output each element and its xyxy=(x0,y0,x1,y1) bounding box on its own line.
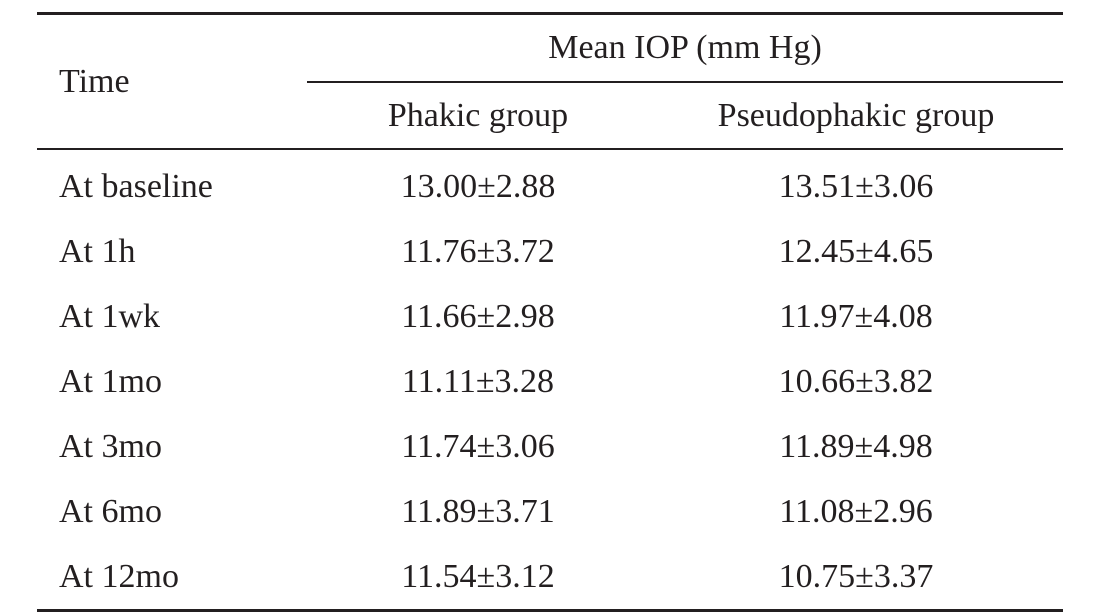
pseudophakic-cell: 11.97±4.08 xyxy=(779,297,933,335)
pseudophakic-cell: 13.51±3.06 xyxy=(778,167,934,205)
time-cell: At 3mo xyxy=(59,427,162,465)
table-row: At 1h 11.76±3.72 12.45±4.65 xyxy=(37,219,1063,284)
header-row-top: Time Mean IOP (mm Hg) xyxy=(37,12,1063,150)
phakic-group-header: Phakic group xyxy=(307,81,649,150)
table-row: At 1wk 11.66±2.98 11.97±4.08 xyxy=(37,284,1063,349)
mean-iop-group-header: Mean IOP (mm Hg) xyxy=(307,12,1063,82)
phakic-cell: 11.11±3.28 xyxy=(401,362,555,400)
time-cell: At 1wk xyxy=(59,297,161,335)
pseudophakic-cell: 10.66±3.82 xyxy=(778,362,934,400)
table-row: At 3mo 11.74±3.06 11.89±4.98 xyxy=(37,414,1063,479)
time-cell: At 12mo xyxy=(37,544,307,612)
pseudophakic-cell: 11.08±2.96 xyxy=(779,492,933,530)
phakic-cell: 13.00±2.88 xyxy=(400,167,556,205)
iop-table: Time Mean IOP (mm Hg) Phakic group Pseud… xyxy=(37,12,1063,612)
pseudophakic-cell: 11.89±4.98 xyxy=(779,427,933,465)
table-row: At baseline 13.00±2.88 13.51±3.06 xyxy=(37,149,1063,219)
phakic-cell: 11.89±3.71 xyxy=(401,492,555,530)
time-cell: At 1h xyxy=(59,232,136,270)
mean-iop-label: Mean IOP (mm Hg) xyxy=(548,29,822,66)
time-cell: At 6mo xyxy=(59,492,162,530)
header-row-sub: Phakic group Pseudophakic group xyxy=(37,81,1063,150)
phakic-cell: 11.66±2.98 xyxy=(401,297,555,335)
phakic-cell: 11.54±3.12 xyxy=(307,544,649,612)
pseudophakic-cell: 10.75±3.37 xyxy=(649,544,1063,612)
table-row: At 6mo 11.89±3.71 11.08±2.96 xyxy=(37,479,1063,544)
pseudophakic-group-header: Pseudophakic group xyxy=(649,81,1063,150)
time-cell: At 1mo xyxy=(59,362,162,400)
phakic-cell: 11.76±3.72 xyxy=(401,232,555,270)
pseudophakic-cell: 12.45±4.65 xyxy=(778,232,934,270)
table-row: At 1mo 11.11±3.28 10.66±3.82 xyxy=(37,349,1063,414)
time-cell: At baseline xyxy=(59,167,213,205)
phakic-cell: 11.74±3.06 xyxy=(401,427,555,465)
iop-table-container: Time Mean IOP (mm Hg) Phakic group Pseud… xyxy=(37,12,1063,612)
time-column-header: Time xyxy=(37,12,307,150)
table-row: At 12mo 11.54±3.12 10.75±3.37 xyxy=(37,544,1063,612)
